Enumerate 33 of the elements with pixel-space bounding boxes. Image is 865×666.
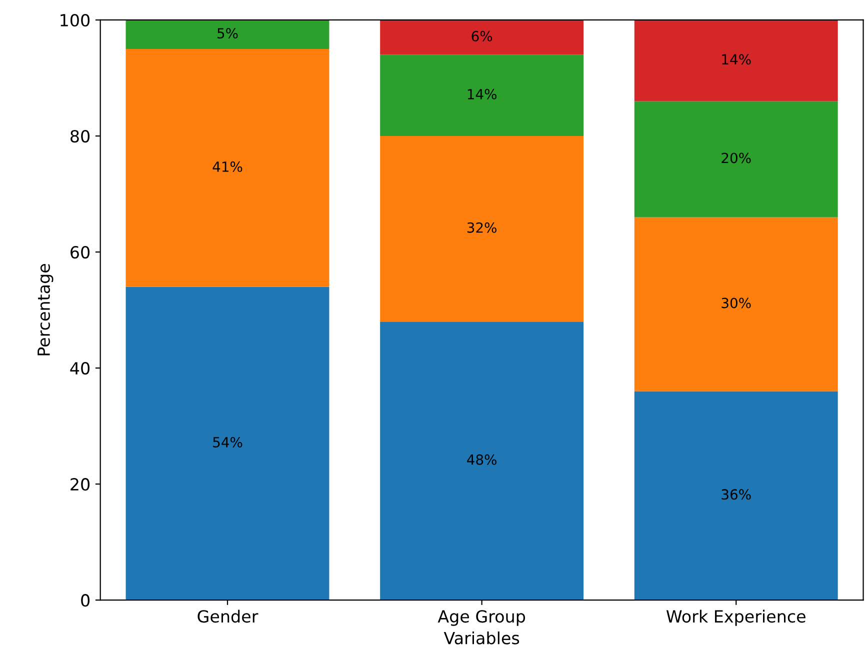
- y-tick-label: 0: [81, 594, 90, 607]
- bar: [126, 48, 330, 287]
- y-tick-label: 60: [70, 246, 90, 259]
- x-axis-title: Variables: [444, 631, 520, 644]
- x-tick-label: Gender: [198, 610, 258, 623]
- bar: [380, 54, 584, 136]
- data-label: 5%: [218, 28, 238, 39]
- x-tick-label: Work Experience: [666, 610, 806, 626]
- x-tick-label: Age Group: [438, 610, 526, 626]
- bar: [126, 286, 330, 600]
- bar: [634, 391, 838, 600]
- data-label: 36%: [722, 489, 751, 500]
- bar: [634, 20, 838, 102]
- bar: [634, 101, 838, 218]
- bar: [380, 322, 584, 600]
- data-label: 20%: [722, 152, 751, 164]
- y-tick-label: 100: [60, 14, 90, 27]
- y-tick-label: 40: [70, 362, 90, 375]
- bar: [380, 136, 584, 322]
- data-label: 30%: [722, 298, 751, 308]
- bar: [126, 20, 330, 49]
- bar: [634, 217, 838, 392]
- y-tick-label: 20: [70, 478, 90, 491]
- bar: [380, 20, 584, 55]
- data-label: 6%: [472, 30, 492, 42]
- y-axis-title: Percentage: [38, 264, 54, 356]
- y-tick-label: 80: [70, 130, 90, 143]
- data-label: 54%: [213, 436, 242, 448]
- data-label: 14%: [722, 54, 751, 65]
- data-label: 48%: [467, 454, 496, 465]
- data-label: 32%: [467, 222, 496, 233]
- data-label: 14%: [468, 88, 496, 100]
- data-label: 41%: [212, 161, 242, 172]
